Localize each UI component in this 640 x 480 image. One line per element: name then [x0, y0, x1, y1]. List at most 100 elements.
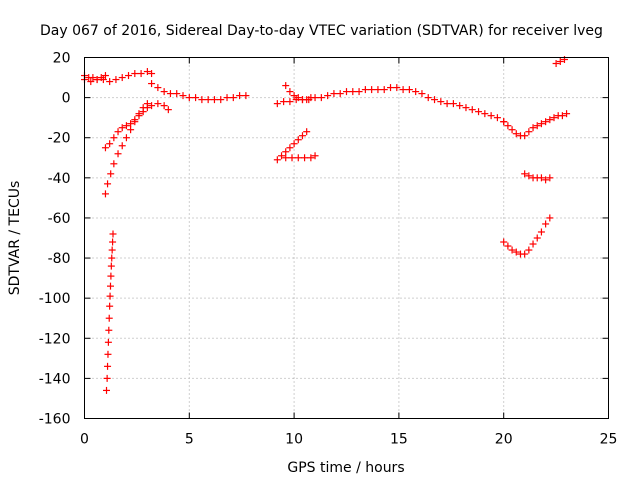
- data-point: [355, 88, 363, 96]
- data-point: [558, 112, 566, 120]
- series-s5: [101, 100, 151, 198]
- data-point: [525, 172, 533, 180]
- data-point: [504, 122, 512, 130]
- data-point: [500, 118, 508, 126]
- data-point: [374, 86, 382, 94]
- data-point: [217, 96, 225, 104]
- data-point: [103, 386, 111, 394]
- plot-frame: [84, 57, 609, 419]
- series-s9: [273, 128, 311, 164]
- data-point: [405, 86, 413, 94]
- data-point: [110, 134, 118, 142]
- data-point: [107, 262, 115, 270]
- data-point: [242, 92, 250, 100]
- data-point: [110, 160, 118, 168]
- data-point: [273, 156, 281, 164]
- data-point: [104, 180, 112, 188]
- data-point: [127, 126, 135, 134]
- data-point: [290, 140, 298, 148]
- data-point: [105, 326, 113, 334]
- data-point: [109, 230, 117, 238]
- data-point: [198, 96, 206, 104]
- data-point: [179, 92, 187, 100]
- data-point: [122, 122, 130, 130]
- data-point: [105, 314, 113, 322]
- data-point: [412, 88, 420, 96]
- grid: [84, 57, 609, 419]
- data-point: [529, 124, 537, 132]
- data-point: [229, 94, 237, 102]
- data-point: [542, 118, 550, 126]
- data-point: [512, 130, 520, 138]
- data-point: [131, 118, 139, 126]
- y-tick-label: 0: [62, 91, 71, 107]
- data-point: [521, 170, 529, 178]
- data-point: [125, 72, 133, 80]
- y-tick-label: -80: [48, 251, 71, 267]
- data-point: [443, 100, 451, 108]
- data-point: [387, 84, 395, 92]
- data-point: [431, 96, 439, 104]
- data-point: [508, 246, 516, 254]
- data-point: [173, 90, 181, 98]
- data-point: [525, 246, 533, 254]
- data-point: [87, 78, 95, 86]
- data-point: [286, 88, 294, 96]
- data-point: [399, 86, 407, 94]
- data-point: [533, 234, 541, 242]
- data-point: [154, 100, 162, 108]
- y-tick-label: -100: [39, 291, 71, 307]
- data-point: [107, 272, 115, 280]
- data-point: [504, 242, 512, 250]
- series-s12: [521, 170, 554, 184]
- data-point: [118, 124, 126, 132]
- data-point: [286, 144, 294, 152]
- data-point: [537, 174, 545, 182]
- data-point: [546, 174, 554, 182]
- data-point: [101, 72, 109, 80]
- data-point: [330, 90, 338, 98]
- data-point: [301, 154, 309, 162]
- data-point: [160, 102, 168, 110]
- data-point: [537, 120, 545, 128]
- data-point: [118, 142, 126, 150]
- data-point: [317, 94, 325, 102]
- data-point: [135, 110, 143, 118]
- data-point: [131, 70, 139, 78]
- data-point: [456, 102, 464, 110]
- y-tick-label: 20: [53, 51, 71, 67]
- y-tick-labels: 20 0 -20 -40 -60 -80 -100 -120 -140 -160: [39, 51, 71, 428]
- data-point: [236, 92, 244, 100]
- data-point: [101, 190, 109, 198]
- data-point: [418, 90, 426, 98]
- data-point: [112, 76, 120, 84]
- data-point: [361, 86, 369, 94]
- data-point: [210, 96, 218, 104]
- y-tick-label: -160: [39, 412, 71, 428]
- data-point: [280, 98, 288, 106]
- axis-ticks: [84, 57, 609, 419]
- data-point: [185, 94, 193, 102]
- data-point: [336, 90, 344, 98]
- data-point: [542, 176, 550, 184]
- data-point: [106, 292, 114, 300]
- data-point: [154, 84, 162, 92]
- x-axis-label: GPS time / hours: [287, 460, 404, 476]
- data-point: [104, 362, 112, 370]
- data-point: [546, 116, 554, 124]
- series-s1: [81, 68, 156, 86]
- y-tick-label: -140: [39, 371, 71, 387]
- data-point: [307, 94, 315, 102]
- data-point: [109, 238, 117, 246]
- data-point: [223, 94, 231, 102]
- data-point: [294, 154, 302, 162]
- data-point: [143, 68, 151, 76]
- data-point: [294, 136, 302, 144]
- data-point: [533, 122, 541, 130]
- data-point: [563, 110, 571, 118]
- data-point: [108, 246, 116, 254]
- x-tick-label: 0: [80, 432, 89, 448]
- data-point: [114, 150, 122, 158]
- data-point: [537, 228, 545, 236]
- series-s6: [103, 230, 117, 394]
